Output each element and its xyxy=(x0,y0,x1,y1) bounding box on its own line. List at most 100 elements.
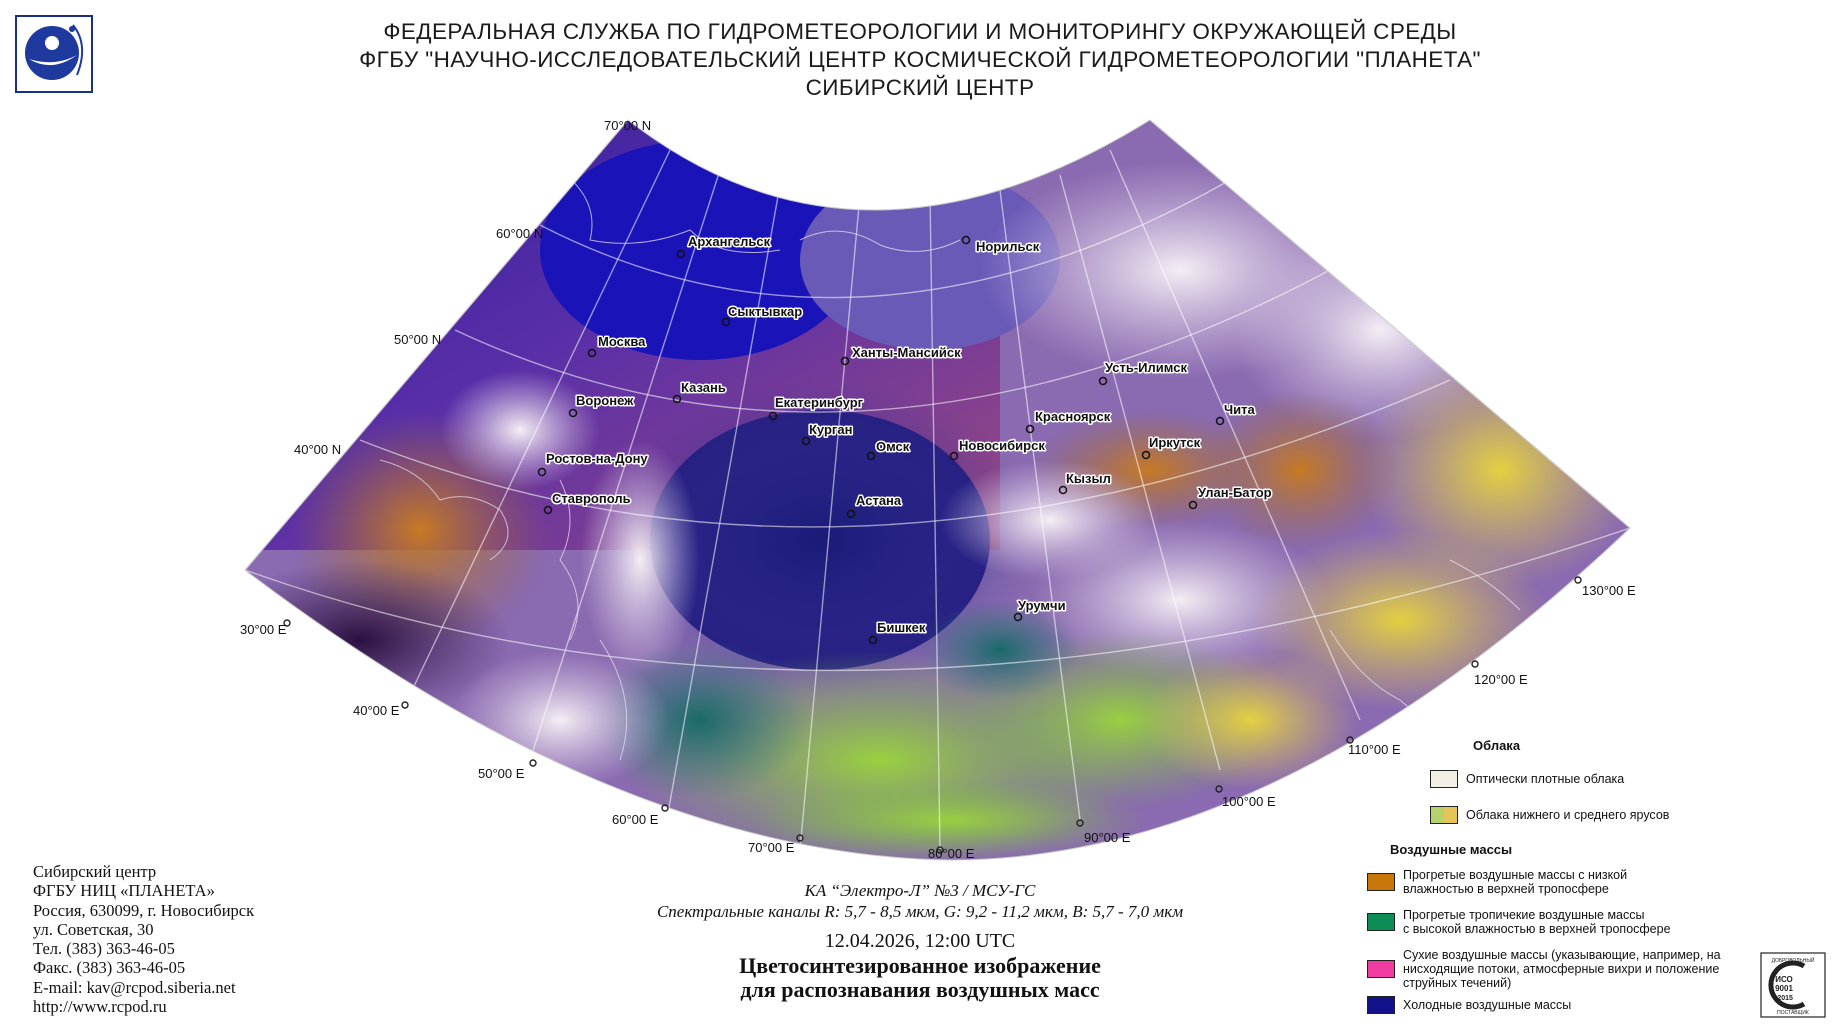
city-omsk[interactable]: Омск xyxy=(866,438,911,461)
lon-label-70: 70°00 E xyxy=(748,840,795,855)
lon-label-120: 120°00 E xyxy=(1474,672,1528,687)
contact-org: Сибирский центр xyxy=(33,862,157,881)
header-line-1: ФЕДЕРАЛЬНАЯ СЛУЖБА ПО ГИДРОМЕТЕОРОЛОГИИ … xyxy=(383,19,1457,44)
caption-title-1: Цветосинтезированное изображение xyxy=(739,953,1101,978)
legend-swatch xyxy=(1367,996,1395,1014)
legend-item-dense-clouds: Оптически плотные облака xyxy=(1430,770,1624,788)
image-caption: КА “Электро-Л” №3 / МСУ-ГС Спектральные … xyxy=(560,880,1280,1002)
svg-text:Урумчи: Урумчи xyxy=(1018,598,1066,613)
city-kyzyl[interactable]: Кызыл xyxy=(1058,470,1112,495)
svg-text:ПОСТАВЩИК: ПОСТАВЩИК xyxy=(1777,1010,1809,1016)
legend-item-warm-dry: Прогретые воздушные массы с низкой влажн… xyxy=(1367,868,1627,896)
lon-tick-60 xyxy=(661,804,669,812)
legend-swatch xyxy=(1367,960,1395,978)
lon-label-50: 50°00 E xyxy=(478,766,525,781)
city-kazan[interactable]: Казань xyxy=(672,379,727,404)
lon-tick-90 xyxy=(1076,819,1084,827)
legend-label: Холодные воздушные массы xyxy=(1403,998,1572,1012)
city-bishkek[interactable]: Бишкек xyxy=(868,619,927,645)
lon-label-60: 60°00 E xyxy=(612,812,659,827)
lon-label-100: 100°00 E xyxy=(1222,794,1276,809)
legend-item-dry: Сухие воздушные массы (указывающие, напр… xyxy=(1367,948,1721,990)
caption-satellite: КА “Электро-Л” №3 / МСУ-ГС xyxy=(804,881,1036,900)
lat-label-40: 40°00 N xyxy=(294,442,341,457)
city-arkhangelsk[interactable]: Архангельск xyxy=(676,233,772,259)
city-khanty-mansiysk[interactable]: Ханты-Мансийск xyxy=(840,344,963,366)
lon-label-30: 30°00 E xyxy=(240,622,287,637)
city-astana[interactable]: Астана xyxy=(846,492,903,519)
lon-tick-130 xyxy=(1574,576,1582,584)
legend-label: с высокой влажностью в верхней тропосфер… xyxy=(1403,922,1671,936)
svg-text:Красноярск: Красноярск xyxy=(1035,409,1111,424)
lon-tick-110 xyxy=(1346,736,1354,744)
svg-text:Екатеринбург: Екатеринбург xyxy=(775,395,864,410)
legend-label: Сухие воздушные массы (указывающие, напр… xyxy=(1403,948,1721,962)
lon-tick-120 xyxy=(1471,660,1479,668)
svg-text:9001: 9001 xyxy=(1775,984,1793,993)
city-stavropol[interactable]: Ставрополь xyxy=(543,490,632,515)
legend-label: струйных течений) xyxy=(1403,976,1512,990)
contact-website[interactable]: http://www.rcpod.ru xyxy=(33,997,167,1017)
city-norilsk[interactable]: Норильск xyxy=(961,235,1041,256)
planeta-logo xyxy=(15,15,93,93)
city-yekaterinburg[interactable]: Екатеринбург xyxy=(768,394,865,421)
legend-label: влажностью в верхней тропосфере xyxy=(1403,882,1609,896)
legend-label: Оптически плотные облака xyxy=(1466,772,1625,786)
svg-text:Новосибирск: Новосибирск xyxy=(959,438,1045,453)
lat-label-50: 50°00 N xyxy=(394,332,441,347)
city-urumqi[interactable]: Урумчи xyxy=(1013,597,1067,622)
city-voronezh[interactable]: Воронеж xyxy=(568,392,636,418)
lon-tick-40 xyxy=(401,701,409,709)
svg-text:Астана: Астана xyxy=(856,493,902,508)
lon-label-40: 40°00 E xyxy=(353,703,400,718)
lon-tick-30 xyxy=(283,619,291,627)
contact-email[interactable]: E-mail: kav@rcpod.siberia.net xyxy=(33,977,236,997)
caption-title-2: для распознавания воздушных масс xyxy=(740,977,1100,1002)
city-irkutsk[interactable]: Иркутск xyxy=(1141,434,1202,460)
legend-item-low-mid-clouds: Облака нижнего и среднего ярусов xyxy=(1430,806,1669,824)
legend-label: нисходящие потоки, атмосферные вихри и п… xyxy=(1403,962,1720,976)
city-syktyvkar[interactable]: Сыктывкар xyxy=(721,303,804,327)
lon-label-90: 90°00 E xyxy=(1084,830,1131,845)
city-chita[interactable]: Чита xyxy=(1215,401,1257,426)
lon-tick-100 xyxy=(1215,785,1223,793)
svg-text:Курган: Курган xyxy=(809,422,852,437)
contact-street: ул. Советская, 30 xyxy=(33,919,154,939)
legend-swatch xyxy=(1430,806,1458,824)
city-rostov-on-don[interactable]: Ростов-на-Дону xyxy=(537,450,650,477)
caption-datetime: 12.04.2026, 12:00 UTC xyxy=(824,930,1016,952)
lon-tick-70 xyxy=(796,834,804,842)
legend-swatch xyxy=(1430,770,1458,788)
legend-label: Прогретые тропичекие воздушные массы xyxy=(1403,908,1645,922)
svg-text:Казань: Казань xyxy=(681,380,726,395)
city-kurgan[interactable]: Курган xyxy=(801,421,854,446)
lon-label-80: 80°00 E xyxy=(928,846,975,861)
city-novosibirsk[interactable]: Новосибирск xyxy=(949,437,1047,461)
longitude-labels: 30°00 E 40°00 E 50°00 E 60°00 E 70°00 E … xyxy=(240,576,1636,861)
svg-text:Бишкек: Бишкек xyxy=(877,620,926,635)
contact-city: Россия, 630099, г. Новосибирск xyxy=(33,900,255,920)
svg-text:Ростов-на-Дону: Ростов-на-Дону xyxy=(546,451,648,466)
lat-label-70: 70°00 N xyxy=(604,118,651,133)
contact-block: Сибирский центр ФГБУ НИЦ «ПЛАНЕТА» Росси… xyxy=(33,862,254,1016)
lon-tick-80 xyxy=(936,846,944,854)
legend-swatch xyxy=(1367,913,1395,931)
legend-item-warm-tropical: Прогретые тропичекие воздушные массы с в… xyxy=(1367,908,1671,936)
lon-label-110: 110°00 E xyxy=(1348,742,1401,757)
svg-text:ИСО: ИСО xyxy=(1775,975,1793,984)
svg-text:Москва: Москва xyxy=(598,334,646,349)
city-krasnoyarsk[interactable]: Красноярск xyxy=(1025,408,1112,434)
svg-text:Иркутск: Иркутск xyxy=(1149,435,1201,450)
legend-airmass-title: Воздушные массы xyxy=(1390,842,1513,857)
svg-text:Норильск: Норильск xyxy=(976,239,1040,254)
header-line-3: СИБИРСКИЙ ЦЕНТР xyxy=(805,75,1035,100)
header: ФЕДЕРАЛЬНАЯ СЛУЖБА ПО ГИДРОМЕТЕОРОЛОГИИ … xyxy=(150,18,1690,102)
city-moscow[interactable]: Москва xyxy=(587,333,648,358)
city-ulaanbaatar[interactable]: Улан-Батор xyxy=(1188,484,1273,510)
svg-text:-2015: -2015 xyxy=(1775,995,1793,1002)
contact-institute: ФГБУ НИЦ «ПЛАНЕТА» xyxy=(33,881,215,901)
legend-label: Прогретые воздушные массы с низкой xyxy=(1403,868,1628,882)
iso-certification-badge: ДОБРОВОЛЬНЫЙ ИСО 9001 -2015 ПОСТАВЩИК xyxy=(1760,952,1826,1018)
city-ust-ilimsk[interactable]: Усть-Илимск xyxy=(1098,359,1189,386)
